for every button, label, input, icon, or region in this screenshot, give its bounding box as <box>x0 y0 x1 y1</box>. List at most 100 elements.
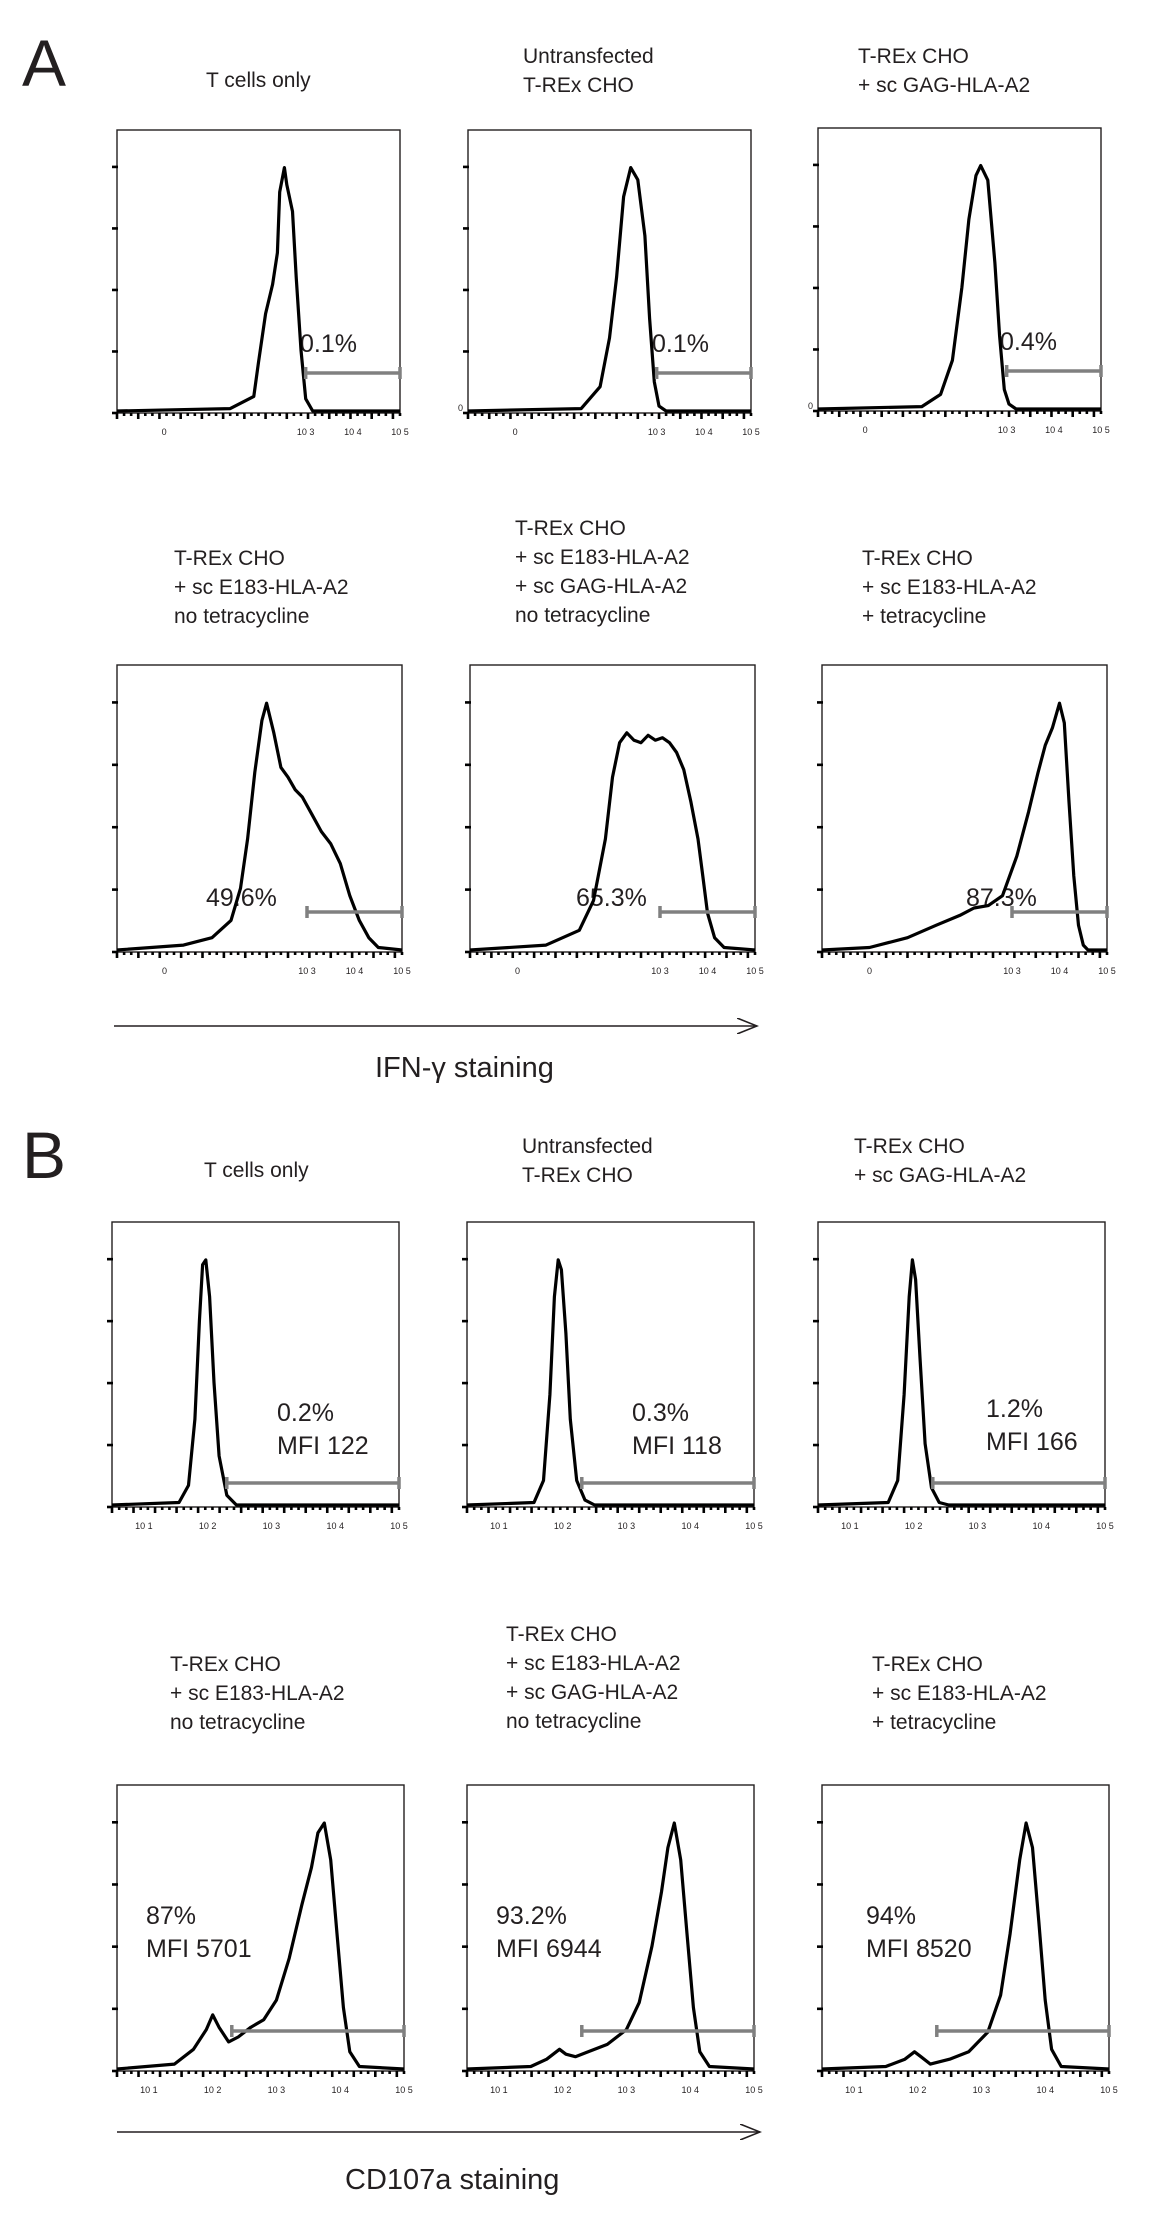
B3-x-tick-label: 10 2 <box>905 1521 923 1531</box>
B3-x-tick-label: 10 3 <box>969 1521 987 1531</box>
B1-x-tick-label: 10 3 <box>263 1521 281 1531</box>
A1-histogram-curve <box>116 166 400 413</box>
B5-x-tick-label: 10 3 <box>618 2085 636 2095</box>
A3-plot-frame <box>817 127 1102 412</box>
B4-plot-frame <box>116 1784 405 2072</box>
A6-x-tick-label: 0 <box>867 966 872 976</box>
A2-x-tick-label: 0 <box>513 427 518 437</box>
a2-title: Untransfected T-REx CHO <box>523 45 654 97</box>
A2-plot-frame <box>467 129 752 414</box>
B6-x-tick-label: 10 4 <box>1036 2085 1054 2095</box>
B3-histogram-curve <box>817 1258 1105 1507</box>
A4-plot-frame <box>116 664 403 953</box>
B3-x-tick-label: 10 1 <box>841 1521 859 1531</box>
b5-title: T-REx CHO + sc E183-HLA-A2 + sc GAG-HLA-… <box>506 1623 681 1733</box>
B4-x-tick-label: 10 3 <box>268 2085 286 2095</box>
B2-x-tick-label: 10 1 <box>490 1521 508 1531</box>
A5-x-tick-label: 10 3 <box>651 966 669 976</box>
A3-y-zero-label: 0 <box>808 401 813 411</box>
A2-x-tick-label: 10 3 <box>648 427 666 437</box>
B6-histogram-curve <box>821 1821 1110 2071</box>
b1-title: T cells only <box>204 1159 309 1182</box>
b3-title: T-REx CHO + sc GAG-HLA-A2 <box>854 1135 1027 1187</box>
b6-title: T-REx CHO + sc E183-HLA-A2 + tetracyclin… <box>872 1653 1047 1734</box>
B1-x-tick-label: 10 4 <box>326 1521 344 1531</box>
B6-x-tick-label: 10 5 <box>1100 2085 1118 2095</box>
panel-label-b: B <box>22 1118 67 1192</box>
B4-x-tick-label: 10 4 <box>331 2085 349 2095</box>
B6-plot-frame <box>821 1784 1110 2072</box>
A1-x-tick-label: 0 <box>162 427 167 437</box>
B1-plot-frame <box>111 1221 400 1508</box>
B2-x-tick-label: 10 3 <box>618 1521 636 1531</box>
A6-x-tick-label: 10 3 <box>1003 966 1021 976</box>
A1-x-tick-label: 10 5 <box>391 427 409 437</box>
B5-x-tick-label: 10 2 <box>554 2085 572 2095</box>
A6-x-tick-label: 10 4 <box>1051 966 1069 976</box>
A5-x-tick-label: 0 <box>515 966 520 976</box>
A3-x-tick-label: 0 <box>863 425 868 435</box>
B2-plot-frame <box>466 1221 755 1508</box>
A4-histogram-curve <box>116 701 403 952</box>
a2-gate-label: 0.1% <box>652 330 709 358</box>
A2-x-tick-label: 10 4 <box>695 427 713 437</box>
B5-x-tick-label: 10 4 <box>681 2085 699 2095</box>
a5-gate-label: 65.3% <box>576 884 647 912</box>
a3-gate-label: 0.4% <box>1000 328 1057 356</box>
A2-x-tick-label: 10 5 <box>742 427 760 437</box>
B1-x-tick-label: 10 2 <box>199 1521 217 1531</box>
axis-title-cd107a: CD107a staining <box>345 2164 560 2196</box>
A2-histogram-curve <box>467 166 751 413</box>
a3-title: T-REx CHO + sc GAG-HLA-A2 <box>858 45 1031 97</box>
A1-x-tick-label: 10 3 <box>297 427 315 437</box>
A4-x-tick-label: 0 <box>162 966 167 976</box>
B2-x-tick-label: 10 4 <box>681 1521 699 1531</box>
B3-x-tick-label: 10 5 <box>1096 1521 1114 1531</box>
B2-x-tick-label: 10 5 <box>745 1521 763 1531</box>
A5-histogram-curve <box>469 731 756 952</box>
b5-gate-label: 93.2% MFI 6944 <box>496 1902 602 1963</box>
A1-x-tick-label: 10 4 <box>344 427 362 437</box>
B6-x-tick-label: 10 3 <box>973 2085 991 2095</box>
b2-gate-label: 0.3% MFI 118 <box>632 1399 722 1460</box>
a1-gate-label: 0.1% <box>300 330 357 358</box>
B4-x-tick-label: 10 1 <box>140 2085 158 2095</box>
b1-gate-label: 0.2% MFI 122 <box>277 1399 369 1460</box>
B2-x-tick-label: 10 2 <box>554 1521 572 1531</box>
a1-title: T cells only <box>206 69 311 92</box>
a4-title: T-REx CHO + sc E183-HLA-A2 no tetracycli… <box>174 547 349 628</box>
b4-gate-label: 87% MFI 5701 <box>146 1902 252 1963</box>
b4-title: T-REx CHO + sc E183-HLA-A2 no tetracycli… <box>170 1653 345 1734</box>
B5-x-tick-label: 10 1 <box>490 2085 508 2095</box>
b2-title: Untransfected T-REx CHO <box>522 1135 653 1187</box>
A2-y-zero-label: 0 <box>458 403 463 413</box>
B4-histogram-curve <box>116 1821 405 2071</box>
A5-plot-frame <box>469 664 756 953</box>
B4-x-tick-label: 10 5 <box>395 2085 413 2095</box>
B5-plot-frame <box>466 1784 755 2072</box>
A4-x-tick-label: 10 3 <box>298 966 316 976</box>
A5-x-tick-label: 10 4 <box>699 966 717 976</box>
B1-x-tick-label: 10 1 <box>135 1521 153 1531</box>
B3-x-tick-label: 10 4 <box>1032 1521 1050 1531</box>
A6-plot-frame <box>821 664 1108 953</box>
A5-x-tick-label: 10 5 <box>746 966 764 976</box>
B4-x-tick-label: 10 2 <box>204 2085 222 2095</box>
A3-x-tick-label: 10 4 <box>1045 425 1063 435</box>
A4-x-tick-label: 10 4 <box>346 966 364 976</box>
A3-histogram-curve <box>817 164 1101 411</box>
A6-histogram-curve <box>821 701 1107 952</box>
B5-x-tick-label: 10 5 <box>745 2085 763 2095</box>
b3-gate-label: 1.2% MFI 166 <box>986 1395 1078 1456</box>
axis-title-ifn: IFN-γ staining <box>375 1052 554 1084</box>
A3-x-tick-label: 10 5 <box>1092 425 1110 435</box>
B6-x-tick-label: 10 1 <box>845 2085 863 2095</box>
A3-x-tick-label: 10 3 <box>998 425 1016 435</box>
a6-title: T-REx CHO + sc E183-HLA-A2 + tetracyclin… <box>862 547 1037 628</box>
B5-histogram-curve <box>466 1821 755 2071</box>
B1-histogram-curve <box>111 1258 399 1507</box>
B2-histogram-curve <box>466 1258 754 1507</box>
A6-x-tick-label: 10 5 <box>1098 966 1116 976</box>
B1-x-tick-label: 10 5 <box>390 1521 408 1531</box>
